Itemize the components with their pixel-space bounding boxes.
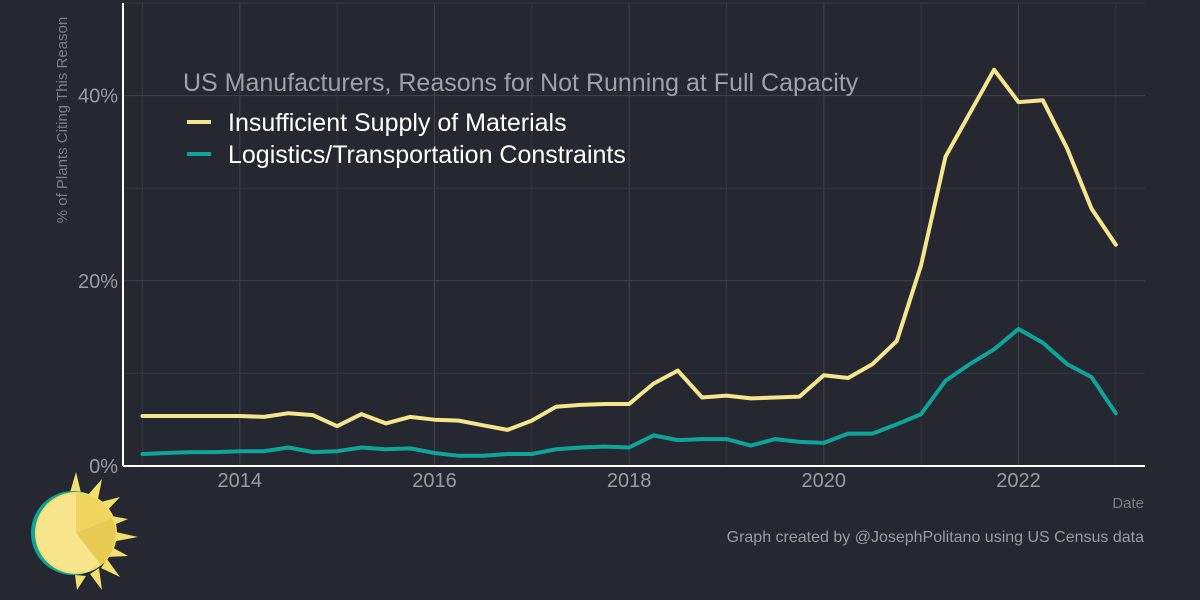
x-tick-label: 2022 — [996, 470, 1041, 492]
ticks: 2014 2016 2018 2020 2022 0% 20% 40% — [78, 86, 1041, 492]
x-tick-label: 2018 — [607, 470, 652, 492]
grid — [123, 2, 1145, 466]
legend-label-logistics: Logistics/Transportation Constraints — [228, 141, 626, 169]
series-line-logistics — [140, 327, 1118, 458]
sun-logo-icon — [31, 472, 138, 590]
x-axis-title: Date — [1112, 495, 1144, 512]
legend: Insufficient Supply of Materials Logisti… — [187, 109, 626, 169]
y-axis-title: % of Plants Citing This Reason — [54, 17, 71, 224]
chart-title: US Manufacturers, Reasons for Not Runnin… — [183, 69, 859, 97]
series — [140, 67, 1118, 458]
legend-label-materials: Insufficient Supply of Materials — [228, 109, 567, 137]
y-tick-label: 0% — [89, 456, 118, 478]
x-tick-label: 2014 — [218, 470, 263, 492]
y-tick-label: 20% — [78, 271, 118, 293]
x-tick-label: 2016 — [412, 470, 457, 492]
caption: Graph created by @JosephPolitano using U… — [727, 529, 1144, 546]
y-tick-label: 40% — [78, 86, 118, 108]
x-tick-label: 2020 — [802, 470, 847, 492]
series-line-materials — [140, 67, 1118, 432]
